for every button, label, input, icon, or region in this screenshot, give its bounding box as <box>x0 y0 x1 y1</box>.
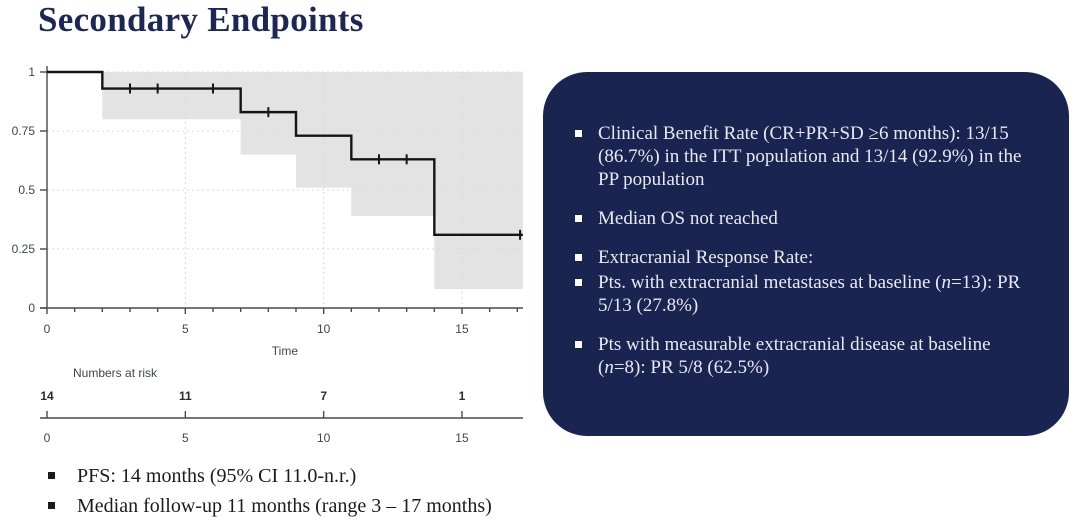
x-tick-label: 15 <box>455 322 469 336</box>
y-tick-label: 1 <box>28 65 35 79</box>
risk-axis-tick-label: 0 <box>44 431 51 445</box>
bullet-text: Pts with measurable extracranial disease… <box>598 334 991 378</box>
numbers-at-risk-value: 11 <box>179 389 192 403</box>
numbers-at-risk-value: 7 <box>320 389 327 403</box>
ci-band <box>102 72 523 290</box>
y-tick-label: 0.75 <box>12 124 36 138</box>
bullet-square-icon <box>48 472 55 479</box>
page-title: Secondary Endpoints <box>38 0 364 39</box>
bullet-text: PFS: 14 months (95% CI 11.0-n.r.) <box>77 465 357 487</box>
risk-axis-tick-label: 5 <box>182 431 189 445</box>
x-tick-label: 5 <box>182 322 189 336</box>
risk-axis <box>40 411 523 419</box>
list-item: Clinical Benefit Rate (CR+PR+SD ≥6 month… <box>575 122 1039 191</box>
list-item: Extracranial Response Rate: <box>575 246 1039 269</box>
bullet-square-icon <box>48 502 55 509</box>
risk-axis-tick-label: 15 <box>455 431 469 445</box>
numbers-at-risk-value: 14 <box>40 389 54 403</box>
y-tick-label: 0.25 <box>12 242 36 256</box>
censor-marks <box>128 83 522 240</box>
axes <box>40 66 523 314</box>
y-tick-label: 0 <box>28 301 35 315</box>
bullet-text: Median follow-up 11 months (range 3 – 17… <box>77 495 492 517</box>
x-axis-title: Time <box>272 344 299 358</box>
list-item: Pts with measurable extracranial disease… <box>575 333 1039 379</box>
bullet-square-icon <box>575 341 582 348</box>
info-bullet-list: Clinical Benefit Rate (CR+PR+SD ≥6 month… <box>543 72 1069 379</box>
km-chart: 0 0.25 0.5 0.75 1 0 5 10 15 Time Numbers at risk 14… <box>0 58 540 454</box>
risk-axis-tick-label: 10 <box>317 431 331 445</box>
bullet-text: Clinical Benefit Rate (CR+PR+SD ≥6 month… <box>598 123 1022 190</box>
info-box: Clinical Benefit Rate (CR+PR+SD ≥6 month… <box>543 72 1069 436</box>
bullet-square-icon <box>575 130 582 137</box>
y-tick-label: 0.5 <box>18 183 35 197</box>
numbers-at-risk-value: 1 <box>459 389 466 403</box>
bullet-square-icon <box>575 254 582 261</box>
km-curve <box>47 70 523 237</box>
bullet-text: Pts. with extracranial metastases at bas… <box>598 272 1021 316</box>
footer-bullet-list: PFS: 14 months (95% CI 11.0-n.r.) Median … <box>48 461 492 521</box>
bullet-text: Extracranial Response Rate: <box>598 247 814 268</box>
x-tick-label: 0 <box>44 322 51 336</box>
list-item: Median OS not reached <box>575 207 1039 230</box>
bullet-square-icon <box>575 279 582 286</box>
bullet-text: Median OS not reached <box>598 208 778 229</box>
gridlines <box>47 71 523 308</box>
list-item: Median follow-up 11 months (range 3 – 17… <box>48 491 492 521</box>
list-item: PFS: 14 months (95% CI 11.0-n.r.) <box>48 461 492 491</box>
x-tick-label: 10 <box>317 322 331 336</box>
list-item: Pts. with extracranial metastases at bas… <box>575 271 1039 317</box>
numbers-at-risk-label: Numbers at risk <box>73 366 158 380</box>
bullet-square-icon <box>575 215 582 222</box>
